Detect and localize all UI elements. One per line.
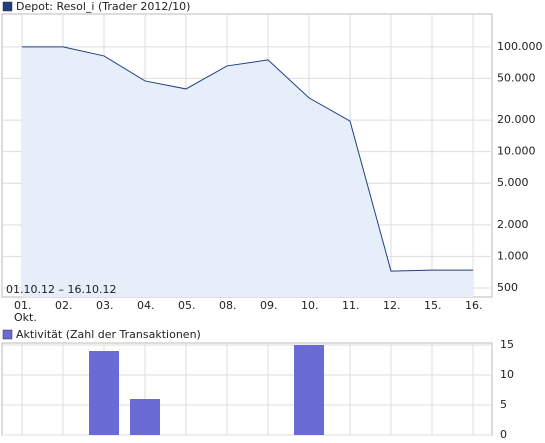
y-tick-label: 5.000 — [497, 176, 529, 189]
legend-swatch — [2, 1, 13, 12]
x-tick-label: 11. — [342, 299, 360, 312]
x-tick-label: 08. — [219, 299, 237, 312]
y-tick-label: 1.000 — [497, 249, 529, 262]
bar — [130, 399, 160, 435]
x-tick-label: 01. Okt. — [14, 299, 37, 324]
bar — [89, 351, 119, 435]
x-tick-label: 03. — [96, 299, 114, 312]
x-tick-label: 02. — [55, 299, 73, 312]
annotation: 01.10.12 – 16.10.12 — [6, 283, 116, 296]
y-tick-label: 50.000 — [497, 71, 536, 84]
legend-swatch — [2, 329, 13, 340]
line — [22, 46, 473, 272]
y-tick-label: 100.000 — [497, 40, 543, 53]
x-tick-label: 05. — [178, 299, 196, 312]
y-tick-label: 20.000 — [497, 113, 536, 126]
plot-area — [1, 342, 493, 436]
x-tick-label: 04. — [137, 299, 155, 312]
y-tick-label: 0 — [500, 428, 507, 441]
x-tick-label: 09. — [260, 299, 278, 312]
x-tick-label: 16. — [465, 299, 483, 312]
x-tick-label: 10. — [301, 299, 319, 312]
x-tick-label: 12. — [383, 299, 401, 312]
legend-label: Depot: Resol_i (Trader 2012/10) — [16, 0, 190, 13]
x-tick-label: 15. — [424, 299, 442, 312]
legend-label: Aktivität (Zahl der Transaktionen) — [16, 328, 201, 341]
y-tick-label: 10.000 — [497, 145, 536, 158]
y-tick-label: 10 — [500, 368, 514, 381]
y-tick-label: 5 — [500, 398, 507, 411]
y-tick-label: 500 — [497, 281, 518, 294]
area — [22, 46, 473, 298]
y-tick-label: 2.000 — [497, 218, 529, 231]
y-tick-label: 15 — [500, 338, 514, 351]
bar — [294, 345, 324, 435]
